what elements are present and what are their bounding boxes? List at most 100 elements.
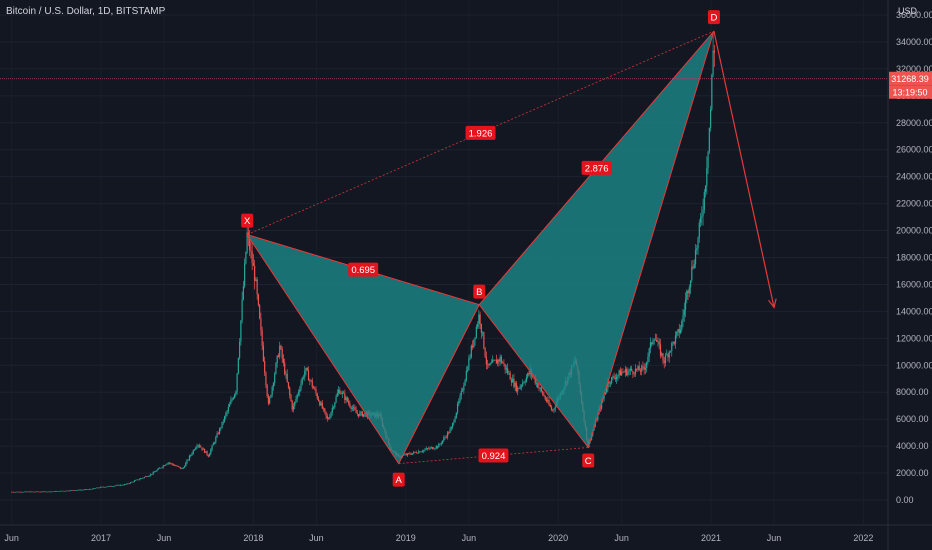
candle-body bbox=[162, 465, 164, 468]
candle-body bbox=[98, 487, 100, 489]
candle-body bbox=[533, 376, 535, 378]
candle-body bbox=[652, 340, 654, 345]
pattern-point-bg bbox=[241, 213, 254, 228]
price-tick-label: 12000.00 bbox=[896, 333, 932, 343]
candle-body bbox=[435, 446, 437, 449]
candle-body bbox=[673, 341, 675, 344]
candle-body bbox=[32, 491, 34, 493]
candle-body bbox=[493, 360, 495, 361]
candle-body bbox=[86, 489, 88, 490]
candle-body bbox=[171, 463, 173, 465]
candle-body bbox=[110, 485, 112, 487]
candle-body bbox=[429, 447, 431, 449]
projection-arrow-head bbox=[768, 298, 777, 309]
candle-body bbox=[534, 377, 536, 384]
currency-label[interactable]: USD bbox=[898, 6, 918, 16]
price-tick-label: 32000.00 bbox=[896, 64, 932, 74]
candle-body bbox=[443, 437, 445, 441]
candle-body bbox=[123, 484, 125, 486]
candle-body bbox=[133, 480, 136, 482]
candle-body bbox=[713, 50, 715, 53]
candle-body bbox=[79, 489, 82, 491]
candle-body bbox=[63, 490, 65, 492]
candle-body bbox=[438, 444, 440, 448]
candle-body bbox=[137, 479, 139, 481]
candle-body bbox=[220, 427, 222, 429]
candle-body bbox=[92, 488, 94, 490]
candle-body bbox=[360, 411, 362, 413]
candle-body bbox=[270, 394, 272, 398]
candle-body bbox=[21, 492, 23, 493]
candle-body bbox=[423, 450, 425, 452]
candle-body bbox=[696, 248, 698, 251]
candle-body bbox=[552, 409, 554, 411]
candle-body bbox=[72, 490, 74, 491]
price-tick-label: 14000.00 bbox=[896, 306, 932, 316]
candle-body bbox=[44, 491, 47, 493]
candle-body bbox=[206, 451, 208, 455]
candle-body bbox=[484, 348, 486, 357]
candle-body bbox=[330, 412, 332, 417]
candle-body bbox=[487, 363, 489, 365]
candle-body bbox=[29, 491, 32, 493]
candle-body bbox=[668, 351, 670, 358]
candle-body bbox=[191, 453, 193, 456]
candle-body bbox=[36, 491, 38, 493]
candle-body bbox=[142, 477, 144, 479]
candle-body bbox=[654, 339, 657, 341]
candle-body bbox=[87, 489, 89, 491]
candle-body bbox=[694, 250, 697, 265]
candle-body bbox=[500, 356, 503, 363]
ratio-label-text: 0.695 bbox=[351, 265, 375, 276]
candle-body bbox=[216, 433, 218, 438]
candle-body bbox=[241, 299, 243, 321]
price-axis: 0.00 2000.00 4000.00 6000.00 8000.00 10000.00… bbox=[896, 10, 932, 505]
candle-body bbox=[227, 406, 229, 412]
candle-body bbox=[59, 490, 62, 492]
candle-body bbox=[153, 471, 156, 473]
candle-body bbox=[341, 392, 343, 394]
candle-body bbox=[679, 329, 682, 334]
candle-body bbox=[269, 397, 271, 404]
candle-body bbox=[663, 360, 665, 363]
time-tick-label: 2022 bbox=[853, 533, 873, 543]
candle-body bbox=[28, 491, 30, 493]
candle-body bbox=[345, 397, 347, 401]
candle-body bbox=[711, 74, 713, 110]
candle-body bbox=[167, 462, 169, 464]
candle-body bbox=[76, 490, 78, 491]
candle-body bbox=[305, 367, 307, 371]
candle-body bbox=[46, 491, 48, 493]
candle-body bbox=[681, 321, 683, 330]
time-tick-label: Jun bbox=[157, 533, 172, 543]
candle-body bbox=[518, 387, 520, 389]
time-tick-label: Jun bbox=[767, 533, 782, 543]
candle-body bbox=[336, 393, 338, 397]
candle-body bbox=[431, 447, 434, 450]
candle-body bbox=[547, 400, 549, 402]
time-tick-label: Jun bbox=[309, 533, 324, 543]
candle-body bbox=[322, 408, 325, 409]
candle-body bbox=[91, 489, 93, 490]
candle-body bbox=[359, 412, 361, 417]
candle-body bbox=[519, 386, 521, 389]
candle-body bbox=[141, 478, 143, 479]
candle-body bbox=[618, 370, 620, 375]
candle-body bbox=[68, 490, 70, 492]
time-tick-label: Jun bbox=[4, 533, 19, 543]
candle-body bbox=[453, 422, 455, 424]
candle-body bbox=[58, 491, 60, 492]
candle-body bbox=[644, 367, 647, 370]
candle-body bbox=[31, 491, 33, 493]
candle-body bbox=[297, 392, 300, 395]
candle-body bbox=[74, 490, 77, 491]
projection-arrow bbox=[713, 31, 777, 309]
candle-body bbox=[226, 411, 228, 414]
candle-body bbox=[535, 382, 538, 384]
candle-body bbox=[304, 370, 306, 378]
candle-body bbox=[324, 408, 326, 412]
candle-body bbox=[271, 386, 273, 395]
candle-body bbox=[411, 453, 414, 455]
